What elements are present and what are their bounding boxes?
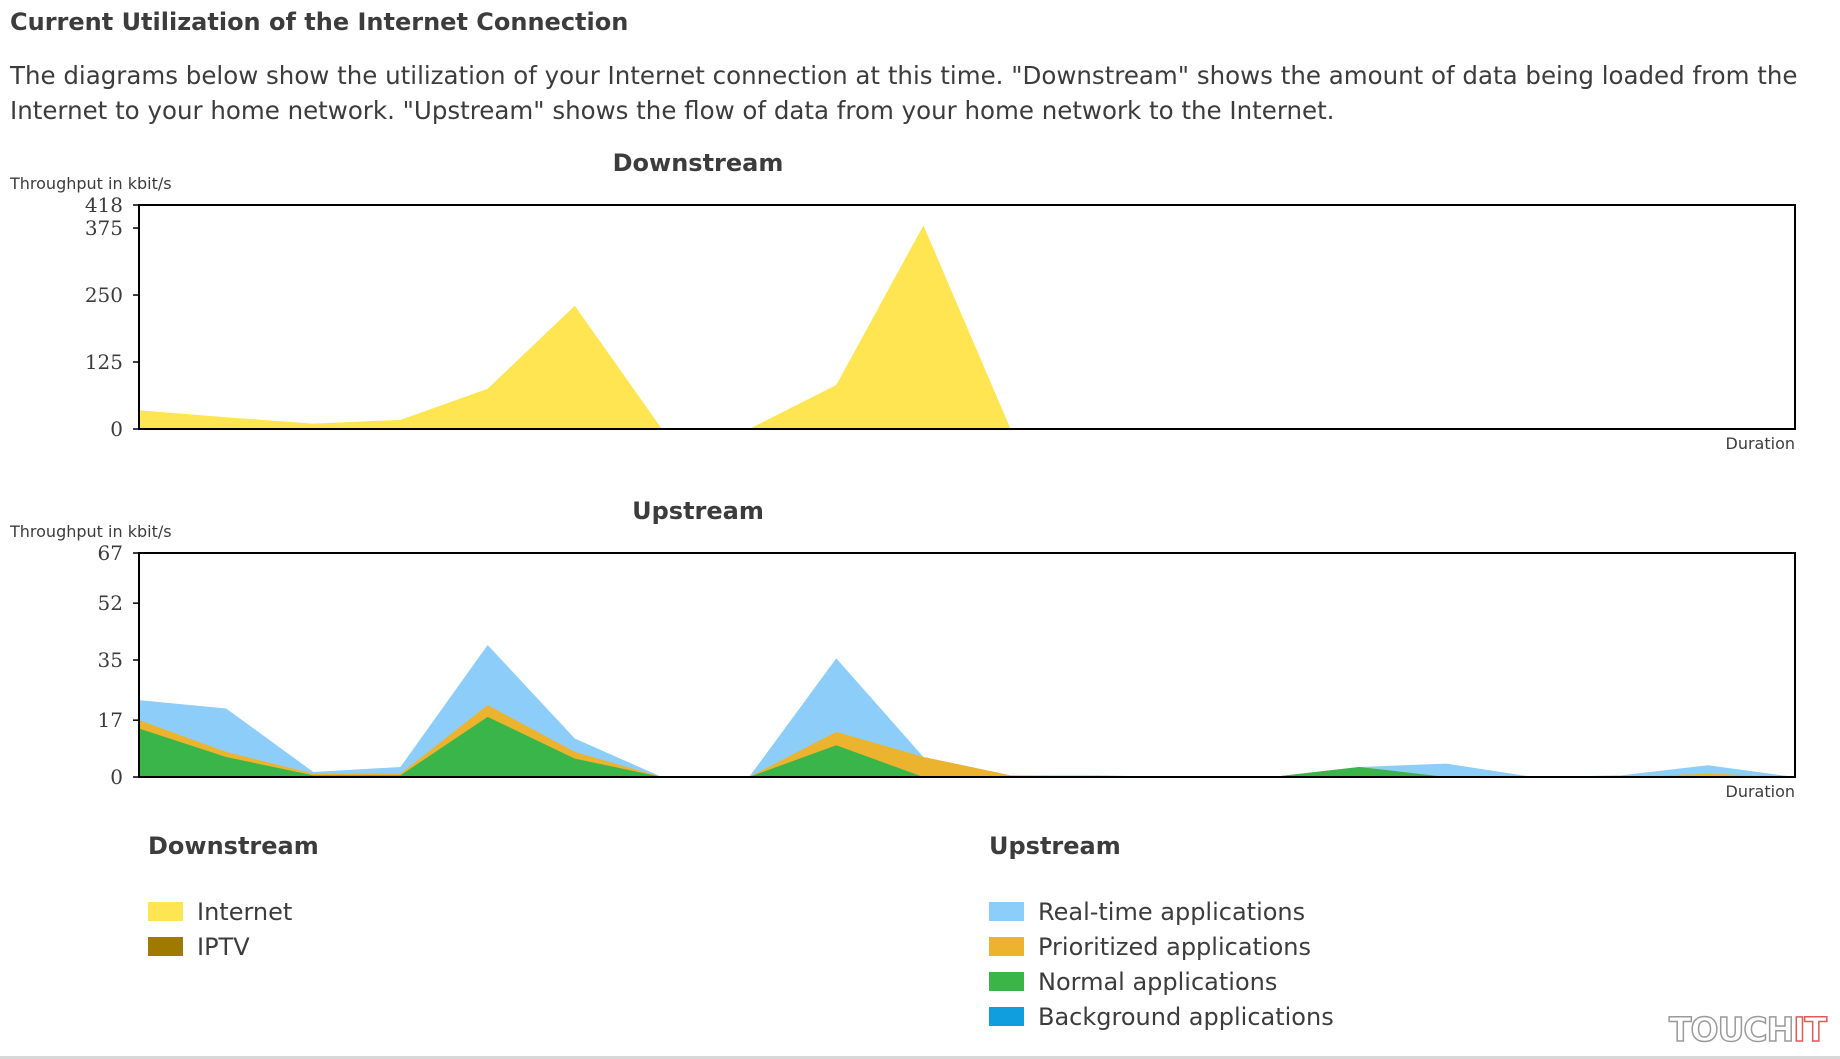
- legend-swatch-prioritized: [989, 937, 1024, 956]
- watermark-logo: TOUCHIT: [1668, 1009, 1827, 1050]
- page-description: The diagrams below show the utilization …: [10, 61, 1798, 125]
- downstream-y-axis-label: Throughput in kbit/s: [9, 174, 172, 193]
- legend-label: Normal applications: [1038, 967, 1278, 996]
- upstream-area-normal-applications: [139, 716, 1795, 777]
- legend-label: Prioritized applications: [1038, 932, 1311, 961]
- downstream-x-axis-label: Duration: [1726, 434, 1796, 453]
- downstream-chart: Downstream Throughput in kbit/s 0 125 250 3…: [9, 149, 1796, 453]
- legend-swatch-normal: [989, 972, 1024, 991]
- legend-item-iptv: IPTV: [148, 929, 319, 964]
- downstream-y-tick-label: 250: [85, 283, 123, 307]
- upstream-areas: [139, 644, 1795, 777]
- downstream-plot-frame: [138, 204, 1796, 430]
- upstream-y-tick-label: 67: [98, 541, 123, 565]
- legend-item-internet: Internet: [148, 894, 319, 929]
- legend-label: Background applications: [1038, 1002, 1334, 1031]
- upstream-area-real-time-applications: [139, 644, 1795, 777]
- upstream-legend: Upstream Real-time applications Prioriti…: [989, 832, 1334, 1034]
- bottom-divider: [0, 1056, 1840, 1059]
- legend-swatch-realtime: [989, 902, 1024, 921]
- upstream-x-axis-label: Duration: [1726, 782, 1796, 801]
- downstream-chart-title: Downstream: [613, 149, 784, 177]
- legend-item-normal: Normal applications: [989, 964, 1334, 999]
- upstream-y-tick-label: 35: [98, 648, 123, 672]
- legend-swatch-background: [989, 1007, 1024, 1026]
- legend-label: IPTV: [197, 932, 250, 961]
- downstream-legend-title: Downstream: [148, 832, 319, 860]
- downstream-y-tick-label: 125: [85, 350, 123, 374]
- upstream-legend-title: Upstream: [989, 832, 1121, 860]
- upstream-ticks: 0 17 35 52 67: [98, 541, 139, 789]
- legend-item-background: Background applications: [989, 999, 1334, 1034]
- upstream-plot-frame: [138, 552, 1796, 778]
- legend-swatch-iptv: [148, 937, 183, 956]
- upstream-y-axis-label: Throughput in kbit/s: [9, 522, 172, 541]
- legend-label: Real-time applications: [1038, 897, 1306, 926]
- page-title: Current Utilization of the Internet Conn…: [10, 8, 629, 36]
- downstream-legend: Downstream Internet IPTV: [148, 832, 319, 964]
- downstream-y-tick-label: 375: [85, 216, 123, 240]
- downstream-areas: [139, 225, 1795, 429]
- downstream-y-tick-label: 0: [110, 417, 123, 441]
- downstream-y-tick-label: 418: [85, 193, 123, 217]
- upstream-y-tick-label: 0: [110, 765, 123, 789]
- upstream-area-prioritized-applications: [139, 705, 1795, 777]
- legend-item-realtime: Real-time applications: [989, 894, 1334, 929]
- legend-swatch-internet: [148, 902, 183, 921]
- legend-item-prioritized: Prioritized applications: [989, 929, 1334, 964]
- upstream-chart: Upstream Throughput in kbit/s 017355267 …: [9, 497, 1796, 801]
- downstream-area-internet: [139, 225, 1795, 429]
- upstream-y-tick-label: 17: [98, 708, 123, 732]
- legend-label: Internet: [197, 897, 293, 926]
- upstream-y-tick-label: 52: [98, 591, 123, 615]
- upstream-chart-title: Upstream: [632, 497, 764, 525]
